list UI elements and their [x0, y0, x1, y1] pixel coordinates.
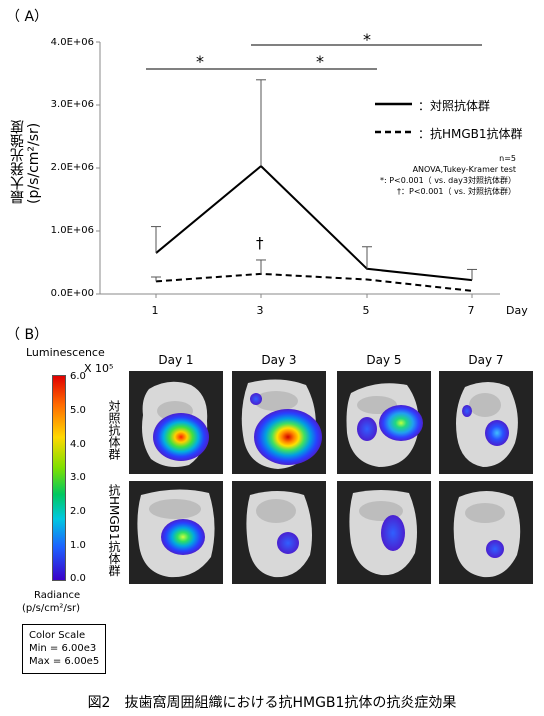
figure-caption: 図2 抜歯窩周囲組織における抗HMGB1抗体の抗炎症効果	[87, 695, 457, 711]
colorbar-tick: 0.0	[70, 573, 86, 584]
day-header: Day 7	[468, 353, 504, 367]
tissue-image	[137, 489, 215, 578]
color-scale-title: Color Scale	[29, 630, 86, 641]
day-header: Day 5	[366, 353, 402, 367]
colorbar-tick: 1.0	[70, 540, 86, 551]
colorbar-tick: 2.0	[70, 506, 86, 517]
colorbar-tick: 6.0	[70, 371, 86, 382]
image-control-day5	[337, 371, 431, 474]
note-line: †：P<0.001（ vs. 対照抗体群）	[397, 187, 516, 196]
y-tick-label: 4.0E+06	[50, 37, 94, 48]
note-line: *: P<0.001（ vs. day3対照抗体群）	[379, 176, 516, 185]
colorbar-title: Luminescence	[26, 346, 105, 359]
legend-control-label: ：対照抗体群	[418, 99, 491, 113]
tissue-image	[246, 491, 312, 578]
day-header: Day 3	[261, 353, 297, 367]
chart-series	[151, 79, 477, 292]
significance-brackets	[146, 44, 482, 70]
color-scale-box: Color Scale Min = 6.00e3 Max = 6.00e5	[22, 624, 106, 674]
series-line-control	[155, 164, 473, 282]
y-tick-label: 3.0E+06	[50, 99, 94, 110]
significance-star: *	[316, 52, 324, 71]
color-scale-min: Min = 6.00e3	[29, 643, 97, 654]
line-chart	[96, 41, 500, 298]
chart-axes	[96, 41, 500, 298]
series-line-antibody	[155, 272, 473, 292]
image-antibody-day1	[129, 481, 223, 584]
image-control-day3	[232, 371, 326, 474]
x-tick-label: 5	[362, 304, 370, 317]
y-tick-labels: 4.0E+06 3.0E+06 2.0E+06 1.0E+06 0.0E+00	[22, 0, 94, 310]
row-label-control: 対照抗体群	[107, 400, 121, 460]
radiance-unit: (p/s/cm²/sr)	[22, 603, 81, 614]
y-tick-label: 1.0E+06	[50, 225, 94, 236]
image-antibody-day3	[232, 481, 326, 584]
color-scale-max: Max = 6.00e5	[29, 656, 100, 667]
image-control-day7	[439, 371, 533, 474]
panel-a-label: （ A）	[6, 9, 49, 25]
dagger-mark: †	[256, 234, 264, 252]
image-antibody-day7	[439, 481, 533, 584]
x-tick-label: 7	[467, 304, 475, 317]
x-tick-label: 1	[151, 304, 159, 317]
tissue-image	[453, 491, 521, 578]
day-header: Day 1	[158, 353, 194, 367]
x-tick-label: 3	[256, 304, 264, 317]
y-tick-label: 2.0E+06	[50, 162, 94, 173]
colorbar	[52, 375, 66, 581]
x-axis-title: Day	[506, 304, 528, 317]
panel-b-label: （ B）	[6, 327, 49, 343]
tissue-image	[346, 383, 423, 467]
note-line: ANOVA,Tukey-Kramer test	[412, 165, 516, 174]
tissue-image	[456, 382, 518, 467]
image-antibody-day5	[337, 481, 431, 584]
legend-antibody-label: ：抗HMGB1抗体群	[418, 127, 523, 141]
image-control-day1	[129, 371, 223, 474]
colorbar-unit: X 10⁵	[84, 362, 114, 375]
row-label-antibody: 抗HMGB1抗体群	[107, 484, 121, 577]
colorbar-tick: 4.0	[70, 439, 86, 450]
tissue-image	[241, 379, 322, 469]
y-tick-label: 0.0E+00	[50, 288, 94, 299]
stats-notes: n=5 ANOVA,Tukey-Kramer test *: P<0.001（ …	[380, 153, 516, 197]
colorbar-tick: 5.0	[70, 405, 86, 416]
colorbar-tick: 3.0	[70, 472, 86, 483]
significance-star: *	[196, 52, 204, 71]
radiance-label: Radiance	[34, 590, 81, 601]
tissue-image	[349, 490, 417, 576]
significance-star: *	[363, 30, 371, 49]
note-line: n=5	[499, 154, 516, 163]
tissue-image	[142, 381, 209, 467]
